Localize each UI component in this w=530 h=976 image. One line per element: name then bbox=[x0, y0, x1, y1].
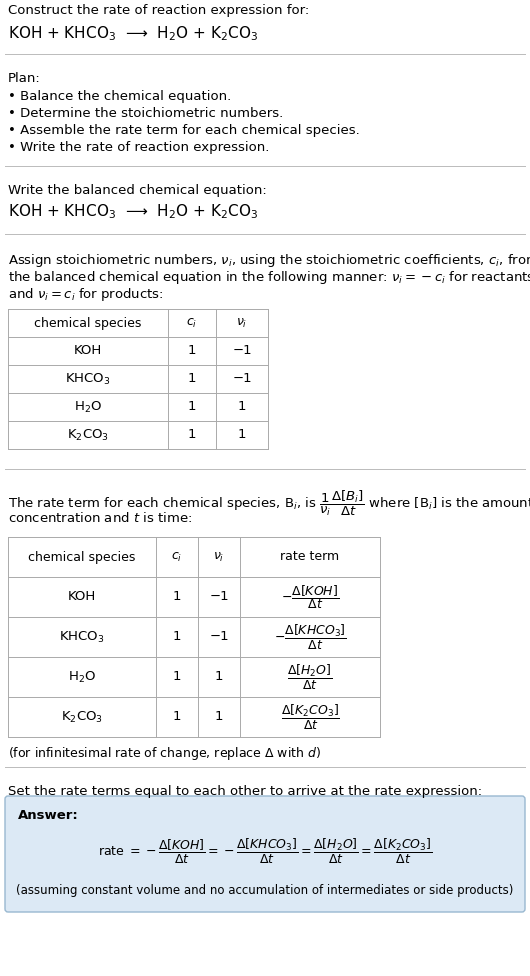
Text: $\nu_i$: $\nu_i$ bbox=[236, 316, 248, 330]
Text: chemical species: chemical species bbox=[34, 316, 142, 330]
Text: Assign stoichiometric numbers, $\nu_i$, using the stoichiometric coefficients, $: Assign stoichiometric numbers, $\nu_i$, … bbox=[8, 252, 530, 269]
Text: $-\dfrac{\Delta[KOH]}{\Delta t}$: $-\dfrac{\Delta[KOH]}{\Delta t}$ bbox=[281, 583, 339, 611]
Text: −1: −1 bbox=[209, 590, 229, 603]
Text: K$_2$CO$_3$: K$_2$CO$_3$ bbox=[67, 427, 109, 442]
Text: KOH: KOH bbox=[68, 590, 96, 603]
Text: $-\dfrac{\Delta[KHCO_3]}{\Delta t}$: $-\dfrac{\Delta[KHCO_3]}{\Delta t}$ bbox=[273, 623, 347, 652]
Text: 1: 1 bbox=[173, 590, 181, 603]
Text: −1: −1 bbox=[232, 373, 252, 386]
Text: KHCO$_3$: KHCO$_3$ bbox=[65, 372, 111, 386]
Text: Construct the rate of reaction expression for:: Construct the rate of reaction expressio… bbox=[8, 4, 309, 17]
Text: • Assemble the rate term for each chemical species.: • Assemble the rate term for each chemic… bbox=[8, 124, 360, 137]
Text: K$_2$CO$_3$: K$_2$CO$_3$ bbox=[61, 710, 103, 724]
Text: (assuming constant volume and no accumulation of intermediates or side products): (assuming constant volume and no accumul… bbox=[16, 884, 514, 897]
Text: 1: 1 bbox=[188, 400, 196, 414]
Text: 1: 1 bbox=[188, 373, 196, 386]
Text: • Write the rate of reaction expression.: • Write the rate of reaction expression. bbox=[8, 141, 269, 154]
Text: 1: 1 bbox=[238, 400, 246, 414]
Text: rate $= -\dfrac{\Delta[KOH]}{\Delta t} = -\dfrac{\Delta[KHCO_3]}{\Delta t} = \df: rate $= -\dfrac{\Delta[KOH]}{\Delta t} =… bbox=[98, 836, 432, 866]
Text: $c_i$: $c_i$ bbox=[187, 316, 198, 330]
Text: The rate term for each chemical species, B$_i$, is $\dfrac{1}{\nu_i}\dfrac{\Delt: The rate term for each chemical species,… bbox=[8, 489, 530, 518]
Text: −1: −1 bbox=[232, 345, 252, 357]
Text: Set the rate terms equal to each other to arrive at the rate expression:: Set the rate terms equal to each other t… bbox=[8, 785, 482, 798]
Text: 1: 1 bbox=[173, 671, 181, 683]
FancyBboxPatch shape bbox=[5, 796, 525, 912]
Text: KOH + KHCO$_3$  ⟶  H$_2$O + K$_2$CO$_3$: KOH + KHCO$_3$ ⟶ H$_2$O + K$_2$CO$_3$ bbox=[8, 202, 258, 221]
Text: Answer:: Answer: bbox=[18, 809, 79, 822]
Text: $\nu_i$: $\nu_i$ bbox=[213, 550, 225, 563]
Text: rate term: rate term bbox=[280, 550, 340, 563]
Text: 1: 1 bbox=[173, 711, 181, 723]
Text: concentration and $t$ is time:: concentration and $t$ is time: bbox=[8, 511, 192, 525]
Text: 1: 1 bbox=[215, 671, 223, 683]
Text: Plan:: Plan: bbox=[8, 72, 41, 85]
Text: 1: 1 bbox=[173, 630, 181, 643]
Text: KOH: KOH bbox=[74, 345, 102, 357]
Text: H$_2$O: H$_2$O bbox=[74, 399, 102, 415]
Text: H$_2$O: H$_2$O bbox=[68, 670, 96, 684]
Text: and $\nu_i = c_i$ for products:: and $\nu_i = c_i$ for products: bbox=[8, 286, 164, 303]
Text: KOH + KHCO$_3$  ⟶  H$_2$O + K$_2$CO$_3$: KOH + KHCO$_3$ ⟶ H$_2$O + K$_2$CO$_3$ bbox=[8, 24, 258, 43]
Text: the balanced chemical equation in the following manner: $\nu_i = -c_i$ for react: the balanced chemical equation in the fo… bbox=[8, 269, 530, 286]
Text: (for infinitesimal rate of change, replace Δ with $d$): (for infinitesimal rate of change, repla… bbox=[8, 745, 321, 762]
Text: • Balance the chemical equation.: • Balance the chemical equation. bbox=[8, 90, 231, 103]
Text: $\dfrac{\Delta[H_2O]}{\Delta t}$: $\dfrac{\Delta[H_2O]}{\Delta t}$ bbox=[287, 663, 333, 692]
Text: chemical species: chemical species bbox=[28, 550, 136, 563]
Text: 1: 1 bbox=[215, 711, 223, 723]
Text: 1: 1 bbox=[238, 428, 246, 441]
Text: 1: 1 bbox=[188, 345, 196, 357]
Text: Write the balanced chemical equation:: Write the balanced chemical equation: bbox=[8, 184, 267, 197]
Text: KHCO$_3$: KHCO$_3$ bbox=[59, 630, 105, 644]
Text: 1: 1 bbox=[188, 428, 196, 441]
Text: −1: −1 bbox=[209, 630, 229, 643]
Text: $\dfrac{\Delta[K_2CO_3]}{\Delta t}$: $\dfrac{\Delta[K_2CO_3]}{\Delta t}$ bbox=[280, 703, 339, 731]
Text: • Determine the stoichiometric numbers.: • Determine the stoichiometric numbers. bbox=[8, 107, 283, 120]
Text: $c_i$: $c_i$ bbox=[171, 550, 183, 563]
